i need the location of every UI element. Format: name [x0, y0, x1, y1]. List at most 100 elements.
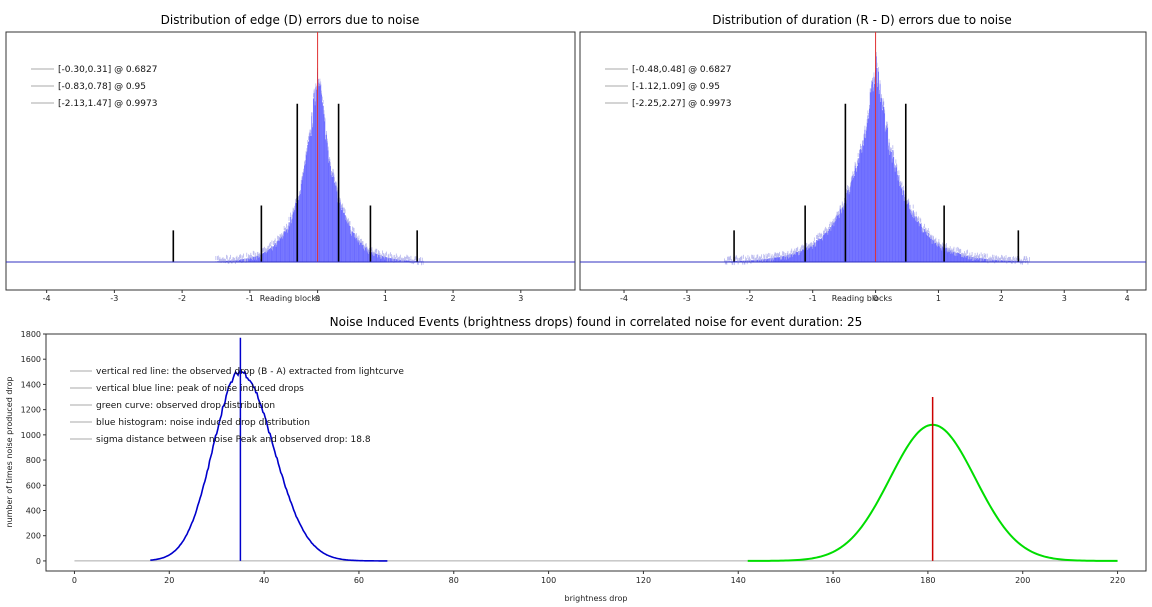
histogram-bar — [775, 257, 777, 262]
histogram-bar — [300, 183, 302, 262]
histogram-bar — [830, 228, 832, 262]
histogram-bar — [793, 252, 795, 262]
histogram-bar-noise — [853, 170, 855, 175]
histogram-bar-noise — [330, 170, 332, 175]
histogram-bar — [872, 80, 873, 262]
histogram-bar — [324, 118, 326, 263]
histogram-bar-noise — [311, 112, 313, 117]
histogram-bar — [924, 229, 926, 262]
histogram-bar — [765, 258, 767, 262]
histogram-bar-noise — [273, 240, 275, 245]
x-tick-label: -3 — [683, 294, 691, 303]
histogram-bar — [274, 243, 276, 262]
histogram-bar — [875, 56, 877, 263]
histogram-bar-noise — [220, 258, 222, 263]
histogram-bar-noise — [781, 254, 783, 259]
histogram-bar-noise — [827, 230, 829, 235]
histogram-bar — [352, 232, 354, 262]
histogram-bar-noise — [260, 254, 261, 259]
histogram-bar — [878, 92, 880, 263]
histogram-bar-noise — [825, 226, 827, 231]
histogram-bar — [356, 237, 357, 262]
histogram-bar — [903, 199, 905, 262]
histogram-bar — [812, 245, 814, 262]
histogram-bar-noise — [809, 243, 811, 248]
histogram-bar-noise — [946, 247, 948, 252]
histogram-bar — [945, 247, 947, 262]
histogram-bar-noise — [263, 247, 265, 252]
histogram-bar-noise — [989, 257, 990, 262]
histogram-bar — [342, 207, 344, 262]
histogram-bar — [955, 252, 956, 262]
histogram-bar-noise — [1009, 257, 1011, 262]
histogram-bar-noise — [347, 218, 349, 223]
histogram-bar — [249, 257, 251, 262]
histogram-bar-noise — [836, 211, 838, 216]
histogram-bar-noise — [270, 245, 272, 250]
histogram-bar-noise — [963, 253, 965, 258]
histogram-bar-noise — [391, 254, 392, 259]
histogram-bar-noise — [420, 257, 422, 261]
histogram-bar — [354, 236, 356, 262]
histogram-bar-noise — [945, 244, 947, 249]
histogram-bar-noise — [903, 185, 904, 190]
histogram-bar-noise — [858, 158, 860, 163]
histogram-bar — [288, 222, 290, 262]
histogram-bar-noise — [859, 149, 861, 154]
histogram-bar-noise — [732, 261, 734, 266]
histogram-bar — [371, 252, 373, 262]
histogram-bar — [326, 141, 328, 262]
histogram-bar-noise — [979, 257, 981, 262]
histogram-bar-noise — [262, 248, 264, 253]
histogram-bar-noise — [743, 260, 745, 265]
histogram-bar-noise — [231, 259, 233, 264]
histogram-bar — [877, 85, 879, 262]
histogram-bar — [240, 259, 242, 262]
histogram-bar-noise — [219, 256, 221, 261]
histogram-bar-noise — [786, 252, 788, 257]
histogram-bar-noise — [364, 246, 365, 251]
histogram-bar — [396, 259, 398, 262]
histogram-bar — [817, 238, 819, 262]
histogram-bar — [256, 255, 258, 262]
histogram-bar-noise — [976, 252, 978, 257]
histogram-bar-noise — [955, 251, 956, 256]
histogram-bar — [857, 158, 859, 262]
histogram-bar — [377, 254, 379, 262]
histogram-bar — [320, 84, 322, 262]
histogram-bar — [365, 247, 367, 262]
histogram-bar-noise — [773, 255, 774, 260]
histogram-bar — [835, 217, 836, 262]
legend-entry: [-1.12,1.09] @ 0.95 — [632, 82, 720, 92]
histogram-bar-noise — [1008, 256, 1010, 261]
histogram-bar-noise — [789, 253, 790, 258]
histogram-bar-noise — [302, 172, 304, 177]
histogram-bar — [295, 202, 297, 262]
histogram-bar-noise — [785, 252, 787, 257]
histogram-bar — [773, 258, 775, 262]
histogram-bar — [301, 177, 303, 262]
legend-entry: [-2.13,1.47] @ 0.9973 — [58, 99, 157, 109]
histogram-bar — [924, 229, 926, 262]
histogram-bar-noise — [915, 216, 916, 221]
histogram-bar — [931, 240, 933, 262]
histogram-bar-noise — [805, 243, 807, 248]
histogram-bar-noise — [998, 256, 999, 261]
histogram-bar — [304, 165, 305, 262]
histogram-bar-noise — [897, 176, 899, 181]
histogram-bar — [898, 175, 900, 262]
histogram-bar — [880, 101, 882, 262]
histogram-bar — [832, 221, 834, 262]
histogram-bar — [892, 149, 894, 262]
histogram-bar-noise — [386, 257, 388, 262]
histogram-bar-noise — [314, 101, 316, 106]
histogram-bar-noise — [966, 250, 968, 255]
histogram-bar — [906, 204, 908, 262]
histogram-bar-noise — [762, 258, 764, 263]
histogram-bar — [340, 205, 342, 262]
histogram-bar-noise — [893, 163, 895, 168]
histogram-bar — [863, 134, 865, 262]
histogram-bar-noise — [995, 256, 996, 261]
histogram-bar-noise — [964, 251, 965, 256]
histogram-bar-noise — [334, 181, 336, 186]
